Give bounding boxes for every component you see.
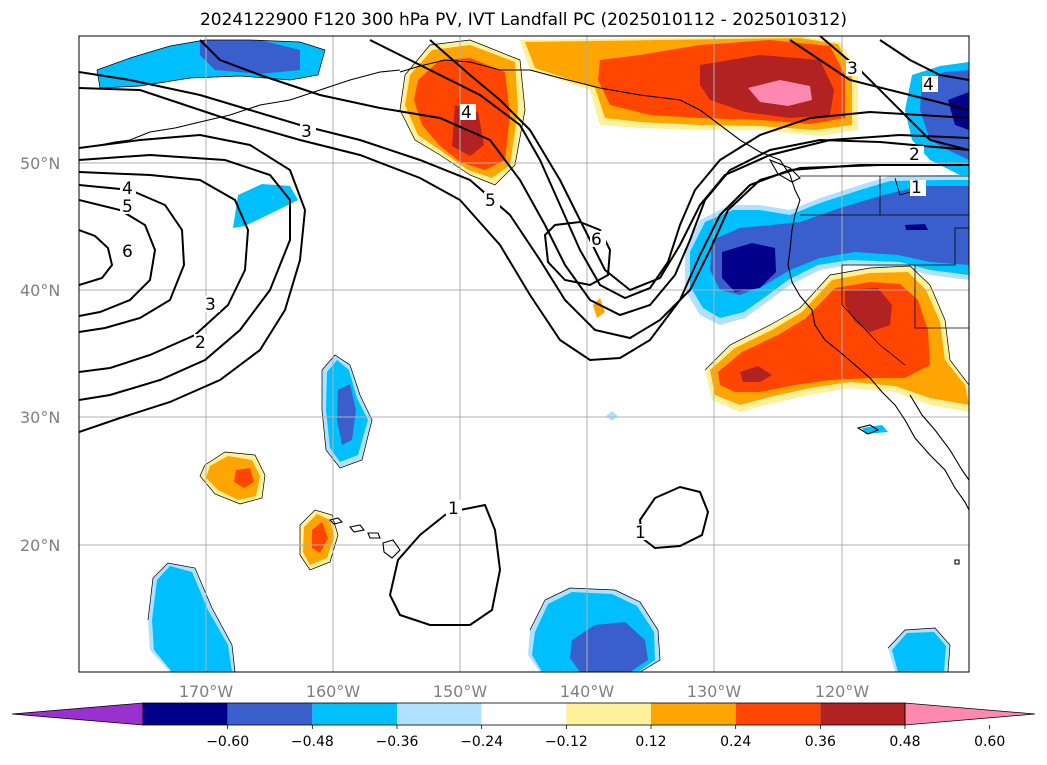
colorbar-segment: [566, 703, 651, 725]
pv-contour-2-central: [79, 87, 969, 362]
map-frame: [78, 35, 970, 673]
pv-contour-1-south: [388, 503, 502, 626]
pv-label-northeast-2: 2: [909, 145, 920, 165]
pv-label-central-4: 4: [461, 103, 472, 123]
ivt-pc-shading: [97, 36, 969, 672]
pv-contour-2-west: [79, 153, 291, 401]
political-borders: [800, 175, 969, 366]
lon-label-150w: 150°W: [433, 682, 488, 701]
colorbar-tick-label: −0.60: [206, 734, 249, 750]
pv-label-west-5: 5: [122, 197, 133, 217]
lat-label-30n: 30°N: [20, 408, 60, 427]
colorbar-tick-label: −0.36: [376, 734, 419, 750]
pv-label-west-2: 2: [195, 333, 206, 353]
colorbar-tick-label: −0.12: [545, 734, 588, 750]
colorbar-frame: [142, 702, 906, 726]
pv-contour-6-central: [543, 220, 612, 287]
latitude-labels: 50°N 40°N 30°N 20°N: [20, 154, 60, 555]
pv-label-east-1: 1: [635, 523, 646, 543]
lon-label-130w: 130°W: [687, 682, 742, 701]
lon-label-120w: 120°W: [815, 682, 870, 701]
pv-label-northeast-1: 1: [911, 178, 922, 198]
pv-contour-6-west: [79, 229, 114, 286]
pv-contour-labels: 4 5 6 3 2 3 4 5 6 1 1 2 3 4 1: [120, 59, 938, 543]
pv-label-central-5: 5: [485, 191, 496, 211]
colorbar-segment: [481, 703, 567, 725]
colorbar-extend-low: [11, 702, 144, 726]
coastlines: [99, 59, 969, 565]
colorbar-tick-label: 0.24: [720, 734, 751, 750]
pv-label-south-1: 1: [448, 499, 459, 519]
colorbar-segment: [735, 703, 821, 725]
lon-label-160w: 160°W: [306, 682, 361, 701]
pv-contour-5-west: [79, 199, 157, 317]
pv-contours: [79, 36, 969, 626]
pv-contour-1-east: [638, 485, 710, 550]
pv-contour-5-central: [369, 39, 969, 300]
colorbar-segment: [820, 703, 905, 725]
map-title: 2024122900 F120 300 hPa PV, IVT Landfall…: [199, 10, 847, 30]
pv-contour-3-central: [79, 71, 969, 340]
colorbar-tick-label: 0.36: [805, 734, 836, 750]
colorbar: −0.60 −0.48 −0.36 −0.24 −0.12 0.12 0.24 0.36 0.4…: [11, 702, 1036, 750]
lon-label-170w: 170°W: [179, 682, 234, 701]
colorbar-tick-label: −0.24: [460, 734, 503, 750]
pv-contour-4-central: [199, 39, 969, 317]
longitude-labels: 170°W 160°W 150°W 140°W 130°W 120°W: [179, 682, 870, 701]
colorbar-segment: [143, 703, 228, 725]
pv-label-northeast-4: 4: [923, 75, 934, 95]
pv-contour-1-central: [429, 39, 969, 292]
pv-contour-3-northeast: [789, 39, 969, 111]
colorbar-tick-label: 0.48: [889, 734, 920, 750]
pv-contour-2-northeast: [819, 36, 969, 151]
colorbar-segment: [397, 703, 482, 725]
pv-contour-3-west: [79, 171, 250, 373]
pv-label-northeast-3: 3: [847, 59, 858, 79]
colorbar-tick-label: 0.60: [974, 734, 1005, 750]
colorbar-tick-label: −0.48: [291, 734, 334, 750]
lon-label-140w: 140°W: [560, 682, 615, 701]
pv-label-central-3: 3: [301, 122, 312, 142]
lat-label-20n: 20°N: [20, 536, 60, 555]
pv-label-west-4: 4: [122, 179, 133, 199]
colorbar-segment: [227, 703, 313, 725]
pv-label-central-6: 6: [591, 230, 602, 250]
pv-contour-4-northeast: [879, 39, 969, 81]
lat-label-50n: 50°N: [20, 154, 60, 173]
pv-contour-4-west: [79, 184, 186, 333]
colorbar-segment: [651, 703, 736, 725]
colorbar-segment: [312, 703, 397, 725]
pv-label-west-3: 3: [205, 295, 216, 315]
colorbar-tick-label: 0.12: [635, 734, 666, 750]
pv-label-west-6: 6: [122, 242, 133, 262]
colorbar-extend-high: [904, 702, 1036, 726]
pv-contour-1-west: [79, 133, 307, 433]
lat-label-40n: 40°N: [20, 281, 60, 300]
